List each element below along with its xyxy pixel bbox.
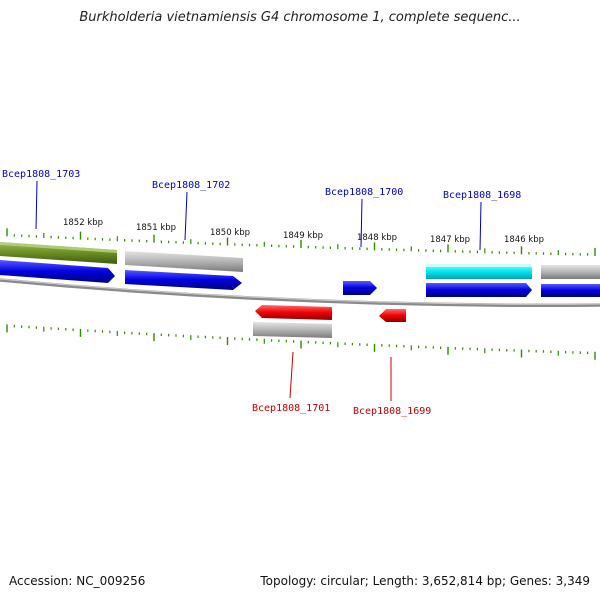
gene-Bcep1808_1702[interactable]: [125, 270, 242, 290]
map-title: Burkholderia vietnamiensis G4 chromosome…: [79, 10, 521, 25]
gene-label[interactable]: Bcep1808_1699: [353, 406, 431, 417]
feature-gray[interactable]: [125, 251, 243, 272]
scale-label: 1847 kbp: [430, 235, 470, 245]
scale-label: 1850 kbp: [210, 228, 250, 238]
scale-label: 1852 kbp: [63, 218, 103, 228]
gene-label[interactable]: Bcep1808_1703: [2, 169, 80, 180]
scale-label: 1846 kbp: [504, 235, 544, 245]
backbone-track: [0, 278, 600, 308]
scale-label: 1848 kbp: [357, 233, 397, 243]
scale-label: 1849 kbp: [283, 231, 323, 241]
gene-blue-partial[interactable]: [541, 284, 600, 297]
feature-gray[interactable]: [541, 265, 600, 279]
gene-Bcep1808_1700[interactable]: [343, 281, 377, 295]
gene-label-connector: [35, 180, 38, 230]
scale-ticks-top: [6, 228, 596, 256]
feature-cyan[interactable]: [426, 264, 532, 279]
accession-label: Accession: NC_009256: [9, 574, 146, 588]
feature-gray[interactable]: [253, 322, 332, 338]
feature-olive[interactable]: [0, 242, 117, 264]
gene-label[interactable]: Bcep1808_1701: [252, 403, 330, 414]
gene-label[interactable]: Bcep1808_1700: [325, 187, 403, 198]
gene-label-connector: [184, 191, 188, 241]
gene-label-connector: [289, 351, 294, 399]
scale-label: 1851 kbp: [136, 223, 176, 233]
backbone-highlight: [0, 278, 600, 305]
gene-label[interactable]: Bcep1808_1702: [152, 180, 230, 191]
gene-Bcep1808_1701[interactable]: [255, 305, 332, 320]
topology-info: Topology: circular; Length: 3,652,814 bp…: [260, 574, 590, 588]
gene-label-connector: [479, 201, 482, 251]
gene-Bcep1808_1703[interactable]: [0, 260, 115, 283]
gene-label-connector: [360, 198, 363, 248]
gene-label[interactable]: Bcep1808_1698: [443, 190, 521, 201]
gene-Bcep1808_1698[interactable]: [426, 283, 532, 297]
gene-Bcep1808_1699[interactable]: [379, 309, 406, 322]
scale-ticks-bottom: [6, 324, 596, 360]
